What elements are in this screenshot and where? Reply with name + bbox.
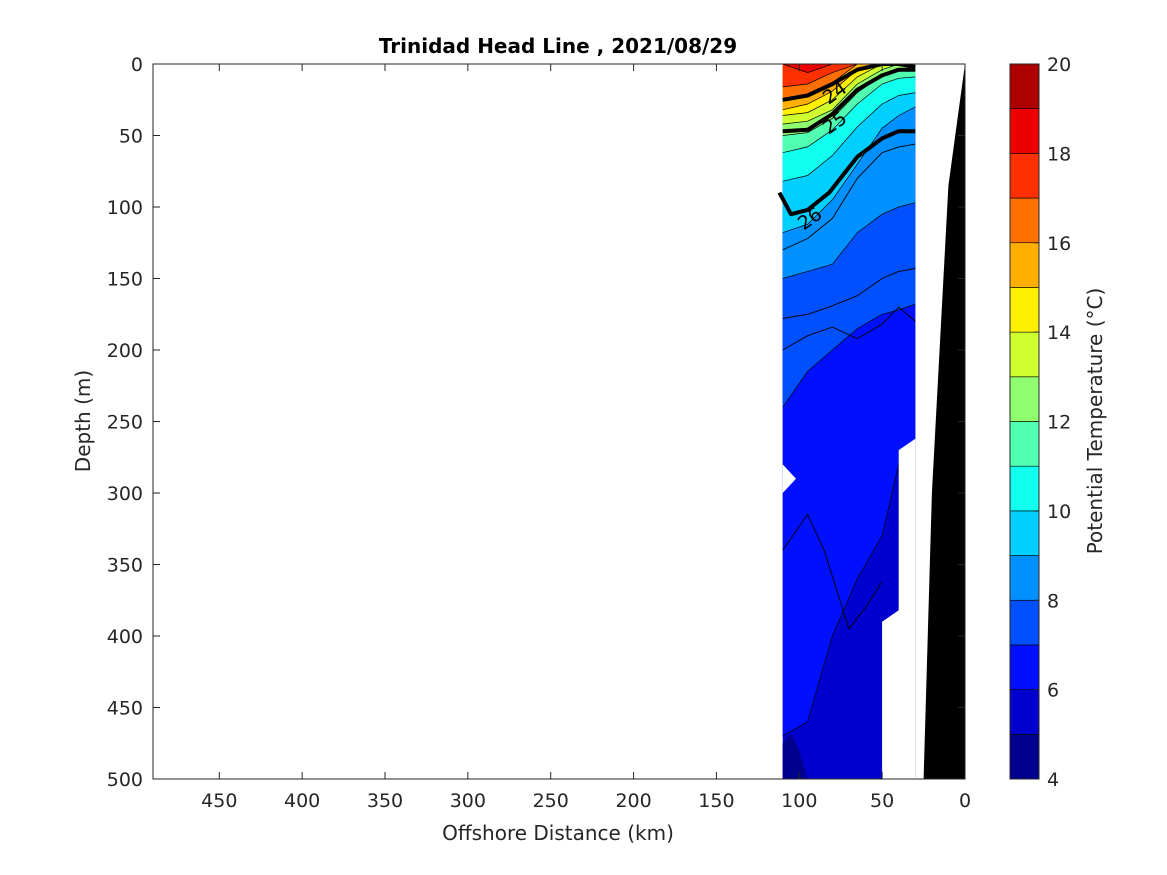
colorbar-swatch xyxy=(1009,63,1040,109)
colorbar-swatch xyxy=(1009,734,1040,780)
density-contour xyxy=(782,67,916,134)
isotherm-line xyxy=(782,268,916,319)
x-axis-label: Offshore Distance (km) xyxy=(442,821,674,845)
colorbar-swatch xyxy=(1009,153,1040,199)
y-tick-label: 450 xyxy=(107,698,143,720)
y-axis-label: Depth (m) xyxy=(71,370,95,472)
isotherm-line xyxy=(782,303,916,408)
isotherm-line xyxy=(782,64,916,116)
density-contour xyxy=(782,64,916,102)
colorbar-tick-label: 8 xyxy=(1047,590,1059,612)
y-tick-label: 250 xyxy=(107,412,143,434)
colorbar-tick-label: 6 xyxy=(1047,680,1059,702)
colorbar-swatch xyxy=(1009,644,1040,690)
x-tick-label: 400 xyxy=(284,790,320,812)
x-tick-label: 150 xyxy=(698,790,734,812)
colorbar-swatch xyxy=(1009,331,1040,378)
isotherm-line xyxy=(782,64,916,88)
colorbar-tick-label: 4 xyxy=(1047,769,1059,791)
bathymetry xyxy=(923,64,965,779)
colorbar-tick-label: 12 xyxy=(1047,412,1071,434)
colorbar-swatch xyxy=(1009,689,1040,735)
no-data-region xyxy=(882,438,916,779)
isotherm-line xyxy=(782,76,916,154)
isotherm-line xyxy=(782,64,916,73)
colorbar-swatch xyxy=(1009,510,1040,556)
temperature-band-4 xyxy=(782,733,808,779)
isotherm-line xyxy=(782,106,916,234)
y-tick-label: 500 xyxy=(107,769,143,791)
x-tick-label: 50 xyxy=(870,790,894,812)
colorbar-swatch xyxy=(1009,555,1040,601)
isotherm-line xyxy=(782,92,916,182)
y-tick-label: 350 xyxy=(107,555,143,577)
y-tick-label: 300 xyxy=(107,483,143,505)
colorbar-tick-label: 14 xyxy=(1047,322,1071,344)
isotherm-line xyxy=(782,306,916,351)
x-tick-label: 450 xyxy=(201,790,237,812)
temperature-band-18 xyxy=(782,64,916,73)
x-tick-label: 250 xyxy=(533,790,569,812)
x-tick-label: 300 xyxy=(450,790,486,812)
y-tick-label: 50 xyxy=(119,126,143,148)
colorbar-swatch xyxy=(1009,376,1040,422)
y-tick-label: 0 xyxy=(131,54,143,76)
isotherm-line xyxy=(782,64,916,125)
colorbar-tick-label: 20 xyxy=(1047,54,1071,76)
x-tick-label: 0 xyxy=(959,790,971,812)
colorbar-tick-label: 10 xyxy=(1047,501,1071,523)
chart-title: Trinidad Head Line , 2021/08/29 xyxy=(379,34,737,58)
x-tick-label: 100 xyxy=(781,790,817,812)
colorbar-swatch xyxy=(1009,242,1040,288)
y-tick-label: 400 xyxy=(107,626,143,648)
colorbar-tick-label: 18 xyxy=(1047,143,1071,165)
colorbar-swatch xyxy=(1009,599,1040,646)
colorbar-label: Potential Temperature (°C) xyxy=(1083,288,1107,555)
colorbar-tick-label: 16 xyxy=(1047,233,1071,255)
y-tick-label: 150 xyxy=(107,269,143,291)
colorbar-swatch xyxy=(1009,197,1040,244)
colorbar-swatch xyxy=(1009,287,1040,333)
colorbar-swatch xyxy=(1009,465,1040,512)
density-contour xyxy=(777,129,916,217)
isotherm-line xyxy=(782,202,916,279)
axes: 450 400 350 300 250 200 150 100 50 00501001502002… xyxy=(107,54,971,812)
x-tick-label: 200 xyxy=(615,790,651,812)
x-tick-label: 350 xyxy=(367,790,403,812)
no-data-region xyxy=(782,464,796,493)
isotherm-line xyxy=(782,143,916,251)
y-tick-label: 200 xyxy=(107,340,143,362)
colorbar: 4 6 8 10 12 14 16 18 20 xyxy=(1009,54,1071,791)
colorbar-swatch xyxy=(1009,421,1040,467)
y-tick-label: 100 xyxy=(107,197,143,219)
isotherm-line xyxy=(782,513,883,630)
colorbar-swatch xyxy=(1009,108,1040,154)
